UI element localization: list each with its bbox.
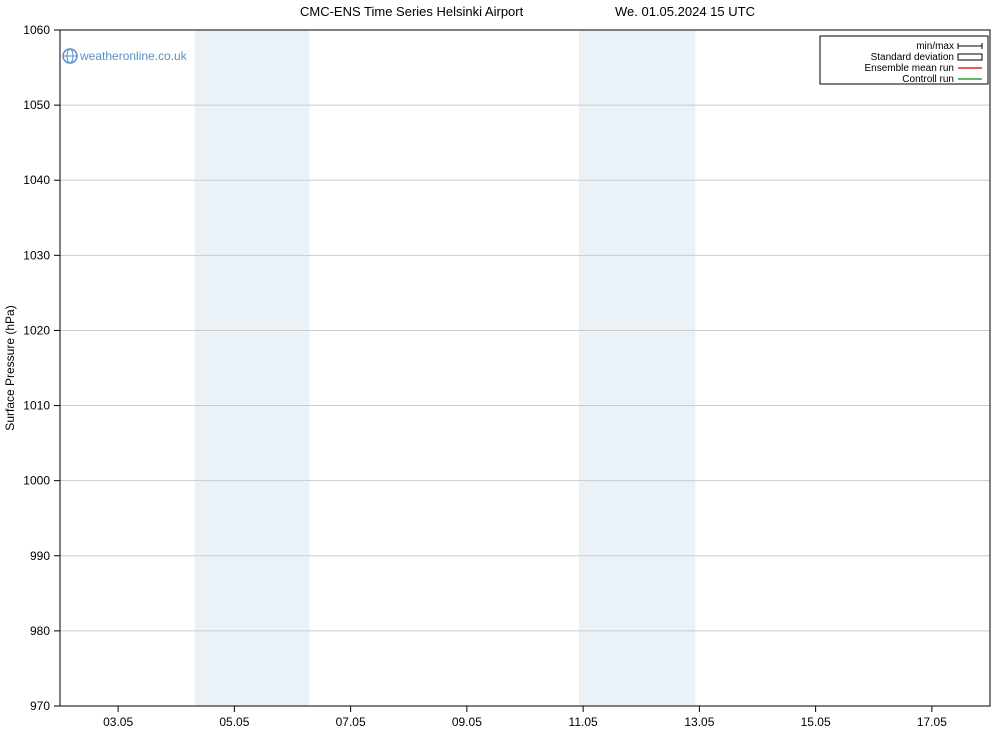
ytick-label: 1000 (23, 474, 50, 488)
ytick-label: 1030 (23, 248, 50, 262)
weekend-band (579, 30, 695, 706)
xtick-label: 13.05 (684, 715, 714, 729)
chart-svg: 970 980 990 1000 1010 1020 1030 1040 1050 1060 03.… (0, 0, 1000, 733)
ytick-label: 1010 (23, 399, 50, 413)
weekend-band (195, 30, 309, 706)
y-axis-label: Surface Pressure (hPa) (3, 305, 17, 430)
legend-label: Standard deviation (871, 52, 954, 63)
xtick-label: 07.05 (336, 715, 366, 729)
ytick-label: 1050 (23, 98, 50, 112)
ytick-label: 1040 (23, 173, 50, 187)
chart-bg (0, 0, 1000, 733)
xtick-label: 17.05 (917, 715, 947, 729)
legend-label: min/max (916, 41, 954, 52)
chart-title-date: We. 01.05.2024 15 UTC (615, 4, 755, 19)
watermark: weatheronline.co.uk (63, 49, 188, 63)
chart-title-main: CMC-ENS Time Series Helsinki Airport (300, 4, 524, 19)
surface-pressure-chart: 970 980 990 1000 1010 1020 1030 1040 1050 1060 03.… (0, 0, 1000, 733)
ytick-label: 1060 (23, 23, 50, 37)
xtick-label: 05.05 (219, 715, 249, 729)
ytick-label: 980 (30, 624, 50, 638)
watermark-text: weatheronline.co.uk (79, 49, 188, 63)
ytick-label: 990 (30, 549, 50, 563)
xtick-label: 11.05 (569, 715, 598, 729)
ytick-label: 1020 (23, 323, 50, 337)
ytick-label: 970 (30, 699, 50, 713)
legend-label: Ensemble mean run (865, 63, 955, 74)
xtick-label: 15.05 (801, 715, 831, 729)
xtick-label: 09.05 (452, 715, 482, 729)
legend-label: Controll run (902, 74, 954, 85)
legend: min/maxStandard deviationEnsemble mean r… (820, 36, 988, 85)
xtick-label: 03.05 (103, 715, 133, 729)
